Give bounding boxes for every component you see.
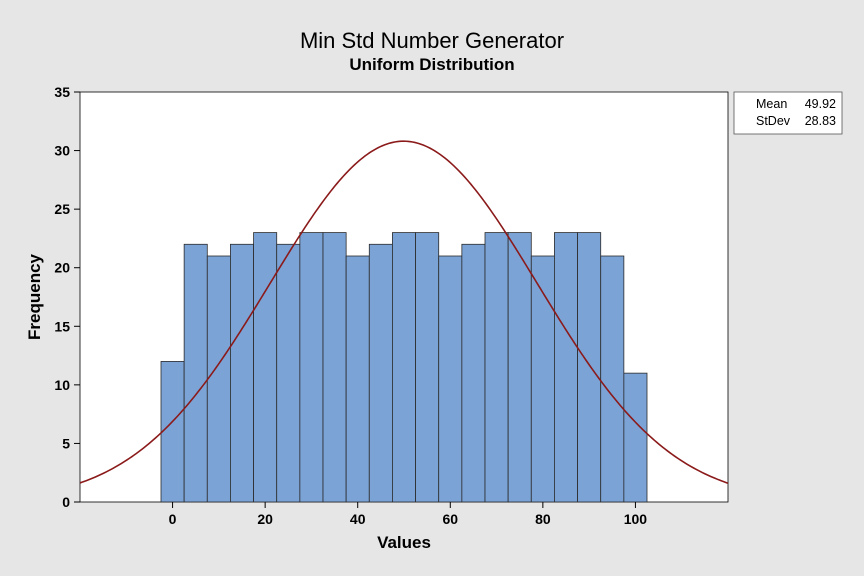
y-tick-label: 5 [62,435,70,451]
histogram-bar [322,232,347,503]
histogram-bar [392,232,416,503]
histogram-bar [253,232,278,503]
y-tick-label: 25 [54,201,70,217]
histogram-bar [206,255,231,503]
legend-mean-label: Mean [756,97,787,111]
histogram-bar [623,372,648,503]
x-tick-label: 80 [535,511,551,527]
histogram-bar [438,255,463,503]
y-tick-label: 15 [54,318,70,334]
x-tick-label: 40 [350,511,366,527]
histogram-bar [299,232,324,503]
histogram-bar [160,361,185,503]
histogram-bar [368,243,393,503]
y-tick-label: 30 [54,143,70,159]
legend-stdev-label: StDev [756,114,791,128]
x-axis-ticks: 0 20 40 60 80 100 [169,502,648,527]
x-tick-label: 0 [169,511,177,527]
histogram-bar [183,243,208,503]
normal-fit-curve [79,140,729,484]
chart-title: Min Std Number Generator [300,28,564,53]
histogram-bar [577,232,602,503]
y-tick-label: 20 [54,260,70,276]
y-tick-label: 0 [62,494,70,510]
x-tick-label: 100 [624,511,648,527]
histogram-bar [600,255,625,503]
x-tick-label: 20 [257,511,273,527]
histogram-bar [484,232,509,503]
histogram-bar [345,255,370,503]
x-axis-label: Values [377,533,431,552]
histogram-bar [230,243,254,503]
chart-subtitle: Uniform Distribution [349,55,514,74]
histogram-bar [415,232,440,503]
y-axis-label: Frequency [25,253,44,340]
histogram-bar [461,243,486,503]
bars-group [160,232,648,503]
legend-box [733,91,843,135]
x-tick-label: 60 [442,511,458,527]
stats-legend: Mean 49.92 StDev 28.83 [733,91,843,135]
histogram-bar [554,232,578,503]
legend-mean-value: 49.92 [805,97,836,111]
legend-stdev-value: 28.83 [805,114,836,128]
y-tick-label: 10 [54,377,70,393]
histogram-bar [507,232,532,503]
y-tick-label: 35 [54,84,70,100]
histogram-bar [276,243,301,503]
y-axis-ticks: 0 5 10 15 20 25 30 35 [54,84,80,510]
